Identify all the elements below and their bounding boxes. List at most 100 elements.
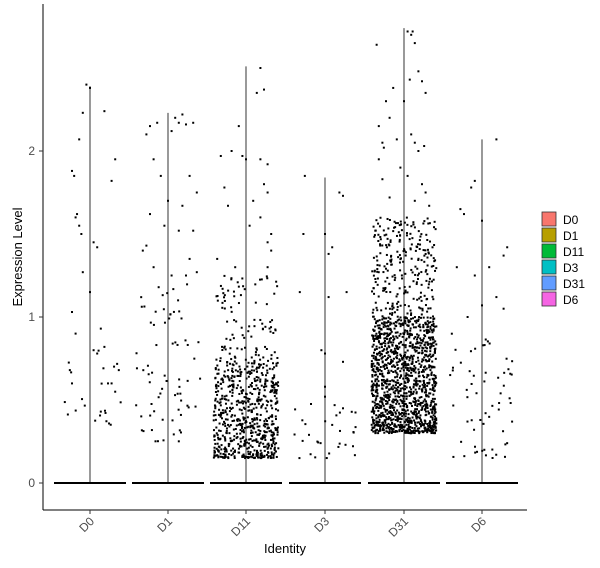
data-point (216, 299, 219, 302)
data-point (266, 379, 269, 382)
data-point (399, 220, 402, 223)
data-point (390, 258, 393, 261)
data-point (384, 379, 387, 382)
data-point (168, 317, 171, 320)
data-point (474, 347, 477, 350)
data-point (259, 363, 262, 366)
data-point (502, 430, 505, 433)
data-point (417, 411, 420, 414)
data-point (255, 451, 258, 454)
data-point (376, 402, 379, 405)
data-point (186, 404, 189, 407)
data-point (414, 265, 417, 268)
data-point (375, 306, 378, 309)
data-point (378, 335, 381, 338)
data-point (392, 86, 395, 89)
data-point (425, 400, 428, 403)
data-point (256, 366, 259, 369)
data-point (386, 276, 389, 279)
data-point (221, 434, 224, 437)
data-point (431, 408, 434, 411)
data-point (379, 252, 382, 255)
data-point (227, 399, 230, 402)
data-point (430, 289, 433, 292)
data-point (428, 240, 431, 243)
data-point (100, 382, 103, 385)
data-point (426, 256, 429, 259)
data-point (275, 427, 278, 430)
data-point (256, 398, 259, 401)
data-point (419, 235, 422, 238)
data-point (275, 392, 278, 395)
data-point (375, 347, 378, 350)
data-point (374, 404, 377, 407)
data-point (372, 354, 375, 357)
data-point (404, 366, 407, 369)
data-point (259, 453, 262, 456)
data-point (236, 384, 239, 387)
data-point (372, 368, 375, 371)
data-point (254, 351, 257, 354)
data-point (434, 357, 437, 360)
data-point (179, 392, 182, 395)
data-point (276, 361, 279, 364)
data-point (434, 269, 437, 272)
data-point (502, 307, 505, 310)
data-point (222, 411, 225, 414)
data-point (387, 393, 390, 396)
data-point (384, 358, 387, 361)
data-point (376, 277, 379, 280)
data-point (220, 397, 223, 400)
data-point (427, 286, 430, 289)
data-point (414, 401, 417, 404)
data-point (425, 367, 428, 370)
data-point (403, 221, 406, 224)
data-point (230, 306, 233, 309)
data-point (227, 369, 230, 372)
data-point (484, 412, 487, 415)
data-point (387, 383, 390, 386)
data-point (404, 339, 407, 342)
data-point (236, 370, 239, 373)
data-point (71, 382, 73, 385)
data-point (371, 392, 374, 395)
data-point (161, 387, 164, 390)
data-point (392, 418, 395, 421)
data-point (417, 325, 420, 328)
data-point (224, 411, 227, 414)
data-point (270, 423, 273, 426)
data-point (258, 398, 261, 401)
data-point (213, 455, 216, 458)
data-point (406, 367, 409, 370)
data-point (254, 456, 257, 459)
data-point (393, 337, 396, 340)
data-point (381, 244, 384, 247)
data-point (256, 440, 259, 443)
data-point (499, 392, 502, 395)
data-point (388, 346, 391, 349)
data-point (383, 234, 386, 237)
data-point (434, 380, 437, 383)
data-point (110, 382, 113, 385)
data-point (395, 371, 398, 374)
data-point (94, 419, 97, 422)
data-point (217, 381, 220, 384)
data-point (221, 455, 224, 458)
legend-label-d0: D0 (563, 213, 579, 227)
data-point (425, 269, 428, 272)
data-point (385, 395, 388, 398)
data-point (226, 418, 229, 421)
data-point (426, 323, 429, 326)
data-point (401, 408, 404, 411)
data-point (258, 444, 261, 447)
data-point (407, 379, 410, 382)
data-point (421, 339, 424, 342)
data-point (244, 455, 247, 458)
data-point (272, 362, 275, 365)
data-point (250, 372, 253, 375)
data-point (431, 355, 434, 358)
data-point (414, 383, 417, 386)
data-point (377, 403, 380, 406)
data-point (258, 425, 261, 428)
